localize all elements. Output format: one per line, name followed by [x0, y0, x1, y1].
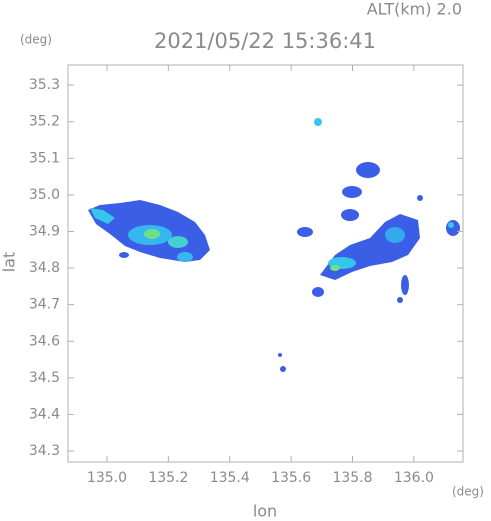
- echo: [356, 162, 380, 178]
- y-tick-label: 35.2: [29, 114, 60, 130]
- echo: [397, 297, 403, 303]
- echo: [448, 222, 454, 228]
- echo: [385, 227, 405, 243]
- echo: [297, 227, 313, 237]
- y-tick-label: 34.3: [29, 443, 60, 459]
- chart-title: 2021/05/22 15:36:41: [154, 29, 376, 53]
- echo: [278, 353, 282, 357]
- echo: [401, 275, 409, 295]
- x-tick-label: 135.4: [210, 470, 250, 486]
- y-tick-label: 35.0: [29, 187, 60, 203]
- radar-echoes: [88, 118, 460, 372]
- plot-frame: [67, 64, 464, 463]
- x-axis-label: lon: [253, 502, 277, 521]
- y-tick-label: 35.3: [29, 77, 60, 93]
- y-tick-label: 34.9: [29, 223, 60, 239]
- echo: [417, 195, 423, 201]
- x-tick-label: 135.6: [271, 470, 311, 486]
- x-tick-label: 135.8: [332, 470, 372, 486]
- y-tick-label: 34.5: [29, 370, 60, 386]
- x-tick-label: 135.2: [148, 470, 188, 486]
- y-tick-label: 34.4: [29, 406, 60, 422]
- echo: [280, 366, 286, 372]
- y-tick-label: 34.6: [29, 333, 60, 349]
- x-unit: (deg): [452, 485, 484, 499]
- echo: [168, 236, 188, 248]
- echo: [314, 118, 322, 126]
- altitude-label: ALT(km) 2.0: [367, 0, 462, 19]
- y-tick-label: 35.1: [29, 150, 60, 166]
- echo: [119, 252, 129, 258]
- echo: [342, 186, 362, 198]
- echo: [144, 229, 160, 239]
- x-tick-label: 136.0: [394, 470, 434, 486]
- y-tick-label: 34.7: [29, 297, 60, 313]
- echo: [446, 220, 460, 236]
- echo: [312, 287, 324, 297]
- y-tick-label: 34.8: [29, 260, 60, 276]
- echo: [177, 252, 193, 262]
- echo: [90, 208, 115, 224]
- y-axis-label: lat: [0, 252, 19, 273]
- echo: [341, 209, 359, 221]
- y-unit: (deg): [20, 33, 52, 47]
- x-tick-label: 135.0: [87, 470, 127, 486]
- echo: [330, 265, 340, 271]
